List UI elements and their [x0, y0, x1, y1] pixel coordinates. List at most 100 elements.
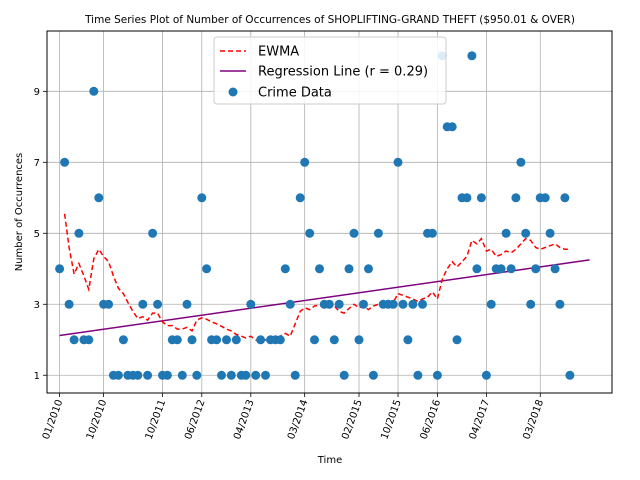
x-tick-label: 06/2016	[419, 398, 444, 441]
x-tick-label: 10/2015	[379, 398, 404, 441]
data-point	[354, 335, 364, 345]
data-point	[521, 228, 531, 238]
data-point	[467, 51, 477, 61]
legend-box	[213, 36, 447, 105]
data-point	[403, 335, 413, 345]
data-point	[280, 264, 290, 274]
x-tick-label: 10/2010	[85, 398, 110, 441]
data-point	[531, 264, 541, 274]
data-point	[251, 370, 261, 380]
data-point	[462, 193, 472, 203]
data-point	[393, 157, 403, 167]
data-point	[496, 264, 506, 274]
data-point	[364, 264, 373, 274]
data-point	[197, 193, 207, 203]
data-point	[60, 157, 70, 167]
y-tick-label: 1	[34, 371, 40, 382]
data-point	[452, 335, 462, 345]
data-point	[133, 370, 143, 380]
x-axis-ticks: 01/2010 10/2010 10/2011 06/2012 04/2013 03/20…	[41, 393, 546, 441]
data-point	[555, 299, 565, 309]
data-point	[177, 370, 187, 380]
data-point	[275, 335, 285, 345]
legend-swatch-crime-data	[228, 87, 238, 97]
data-point	[388, 299, 398, 309]
data-point	[540, 193, 550, 203]
data-point	[481, 370, 491, 380]
y-tick-label: 3	[34, 300, 40, 311]
data-point	[89, 86, 99, 96]
data-point	[373, 228, 383, 238]
data-point	[359, 299, 368, 309]
data-point	[408, 299, 418, 309]
data-point	[202, 264, 212, 274]
data-point	[84, 335, 94, 345]
data-point	[300, 157, 310, 167]
data-point	[222, 335, 231, 345]
data-point	[398, 299, 408, 309]
y-axis-ticks: 1 3 5 7 9	[34, 87, 47, 382]
data-point	[148, 228, 158, 238]
data-point	[231, 335, 241, 345]
data-point	[486, 299, 496, 309]
data-point	[241, 370, 251, 380]
data-point	[550, 264, 560, 274]
legend-label: Regression Line (r = 0.29)	[258, 65, 428, 80]
data-point	[413, 370, 423, 380]
data-point	[118, 335, 128, 345]
x-tick-label: 04/2017	[468, 398, 493, 441]
data-point	[162, 370, 172, 380]
data-point	[368, 370, 378, 380]
legend-label: Crime Data	[258, 86, 332, 101]
y-tick-label: 5	[34, 229, 40, 240]
data-point	[246, 299, 256, 309]
data-point	[104, 299, 114, 309]
data-point	[192, 370, 202, 380]
legend: EWMA Regression Line (r = 0.29) Crime Data	[213, 36, 447, 105]
x-axis-label: Time	[317, 455, 342, 466]
data-point	[187, 335, 197, 345]
data-point	[290, 370, 300, 380]
data-point	[418, 299, 427, 309]
data-point	[501, 228, 511, 238]
data-point	[560, 193, 570, 203]
legend-label: EWMA	[258, 45, 299, 60]
data-point	[295, 193, 305, 203]
data-point	[506, 264, 516, 274]
data-point	[74, 228, 84, 238]
data-point	[285, 299, 295, 309]
data-point	[545, 228, 555, 238]
data-point	[511, 193, 521, 203]
y-tick-label: 9	[34, 87, 40, 98]
data-point	[94, 193, 104, 203]
data-point	[261, 370, 270, 380]
data-point	[432, 370, 442, 380]
data-point	[256, 335, 266, 345]
data-point	[349, 228, 359, 238]
data-point	[182, 299, 192, 309]
data-point	[344, 264, 354, 274]
data-point	[69, 335, 79, 345]
data-point	[143, 370, 153, 380]
data-point	[217, 370, 226, 380]
x-tick-label: 01/2010	[41, 398, 66, 441]
ewma-line-path	[63, 213, 570, 343]
data-point	[310, 335, 319, 345]
data-point	[305, 228, 315, 238]
data-point	[153, 299, 163, 309]
data-point	[226, 370, 236, 380]
data-point	[526, 299, 536, 309]
data-point	[427, 228, 437, 238]
plot-frame	[46, 30, 613, 394]
data-point	[315, 264, 324, 274]
data-point	[138, 299, 148, 309]
y-axis-label: Number of Occurrences	[14, 153, 25, 272]
data-point	[64, 299, 74, 309]
data-point	[565, 370, 575, 380]
y-tick-label: 7	[34, 158, 40, 169]
x-tick-label: 10/2011	[144, 398, 169, 441]
data-point	[113, 370, 123, 380]
data-point	[55, 264, 65, 274]
x-tick-label: 02/2015	[340, 398, 365, 441]
